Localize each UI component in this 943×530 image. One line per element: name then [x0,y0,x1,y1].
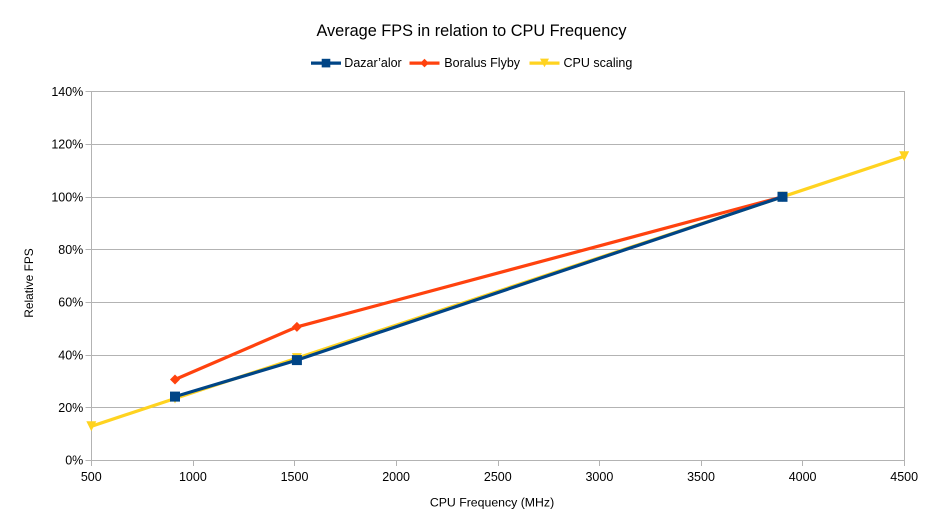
svg-text:Boralus Flyby: Boralus Flyby [444,56,520,70]
svg-text:100%: 100% [51,190,83,204]
svg-text:3000: 3000 [585,470,613,484]
svg-text:40%: 40% [58,348,83,362]
svg-text:80%: 80% [58,243,83,257]
svg-text:1500: 1500 [281,470,309,484]
svg-text:120%: 120% [51,138,83,152]
svg-text:4000: 4000 [789,470,817,484]
svg-text:2000: 2000 [382,470,410,484]
svg-text:0%: 0% [65,454,83,468]
svg-text:CPU Frequency (MHz): CPU Frequency (MHz) [430,496,554,510]
svg-text:140%: 140% [51,85,83,99]
svg-text:3500: 3500 [687,470,715,484]
svg-text:60%: 60% [58,296,83,310]
svg-text:500: 500 [81,470,102,484]
svg-text:Average FPS in relation to CPU: Average FPS in relation to CPU Frequency [316,22,627,40]
svg-text:4500: 4500 [890,470,918,484]
svg-text:1000: 1000 [179,470,207,484]
svg-text:Relative FPS: Relative FPS [22,248,36,317]
svg-text:20%: 20% [58,401,83,415]
svg-text:Dazar’alor: Dazar’alor [344,56,401,70]
svg-text:CPU scaling: CPU scaling [564,56,633,70]
svg-text:2500: 2500 [484,470,512,484]
